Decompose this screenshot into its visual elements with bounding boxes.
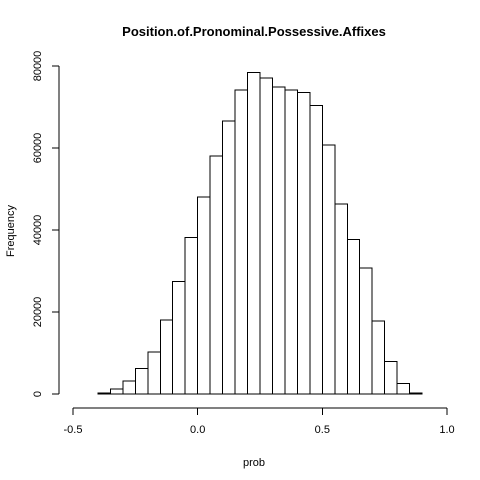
histogram-bar: [396, 382, 411, 395]
y-axis: 0 20000 40000 60000 80000: [32, 51, 60, 397]
histogram-bar: [309, 104, 323, 395]
y-tick-label: 60000: [32, 133, 44, 164]
y-tick-label: 40000: [32, 215, 44, 246]
histogram-bar: [209, 155, 224, 395]
y-tick-label: 0: [32, 391, 44, 397]
histogram-bar: [97, 392, 111, 395]
histogram-bar: [172, 280, 186, 395]
histogram-bar: [247, 72, 261, 395]
histogram-bar: [271, 86, 286, 395]
histogram-bar: [334, 203, 348, 395]
chart-title: Position.of.Pronominal.Possessive.Affixe…: [122, 24, 386, 39]
y-axis-label: Frequency: [5, 205, 17, 257]
x-tick-label: -0.5: [64, 424, 83, 436]
y-tick-label: 20000: [32, 297, 44, 328]
histogram-bar: [296, 92, 311, 395]
histogram-bar: [197, 196, 211, 395]
histogram-bar: [409, 392, 423, 395]
histogram-bar: [259, 77, 273, 395]
x-axis: -0.5 0.0 0.5 1.0: [64, 407, 455, 436]
histogram-bar: [122, 380, 136, 395]
histogram-bar: [222, 120, 236, 395]
histogram-bar: [359, 267, 373, 395]
histogram-bar: [147, 351, 161, 395]
histogram-bar: [346, 238, 361, 395]
histogram-bar: [159, 319, 174, 395]
histogram-bar: [184, 236, 199, 395]
histogram-bar: [371, 320, 386, 395]
x-axis-label: prob: [243, 457, 265, 469]
histogram-bar: [234, 89, 249, 395]
x-tick-label: 0.0: [190, 424, 205, 436]
histogram-bars: [97, 72, 423, 395]
y-tick-label: 80000: [32, 51, 44, 82]
histogram-bar: [134, 368, 149, 395]
histogram-bar: [321, 144, 336, 395]
histogram-bar: [284, 89, 298, 395]
x-tick-label: 0.5: [315, 424, 330, 436]
x-tick-label: 1.0: [439, 424, 454, 436]
histogram-bar: [384, 361, 398, 395]
histogram-bar: [109, 388, 124, 395]
